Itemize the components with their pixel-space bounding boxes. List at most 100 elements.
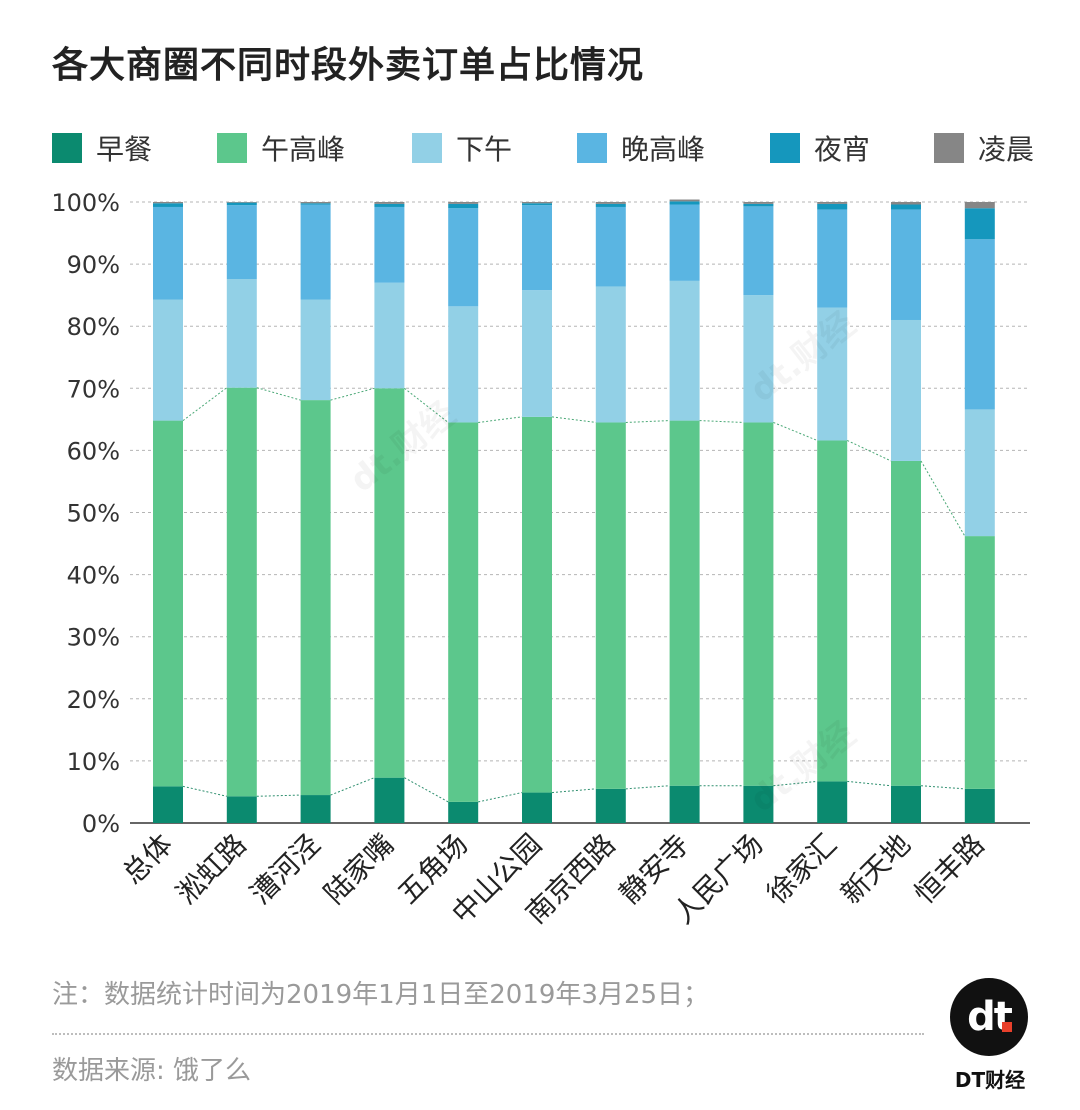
bar-segment (743, 206, 774, 296)
y-tick-label: 10% (67, 748, 120, 776)
lunch-trend-line (404, 387, 449, 423)
bar-segment (153, 203, 183, 207)
bar-segment (891, 460, 921, 786)
bar-segment (669, 199, 700, 202)
footer-divider (52, 1033, 924, 1035)
bar-segment (226, 205, 257, 280)
breakfast-trend-line (182, 785, 227, 797)
chart-legend: 早餐 午高峰 下午 晚高峰 夜宵 凌晨 (52, 128, 1052, 168)
bar-segment (448, 801, 479, 823)
bar-segment (891, 319, 921, 461)
bar-segment (300, 204, 331, 300)
bar-segment (226, 279, 257, 388)
breakfast-trend-line (330, 777, 375, 796)
bar-segment (300, 299, 331, 401)
lunch-trend-line (920, 460, 966, 537)
legend-swatch-early-morning (934, 133, 964, 163)
logo-red-dot (1002, 1022, 1012, 1032)
lunch-trend-line (256, 387, 301, 401)
y-tick-label: 70% (67, 375, 120, 403)
bar-segment (669, 204, 700, 281)
bar-segment (669, 785, 700, 823)
bar-segment (374, 388, 405, 778)
bar-segment (153, 206, 183, 300)
bar-segment (300, 795, 331, 823)
y-tick-label: 60% (67, 437, 120, 465)
legend-swatch-afternoon (412, 133, 442, 163)
bar-segment (743, 785, 774, 823)
bar-segment (522, 205, 552, 291)
bar-segment (374, 206, 405, 283)
bar-segment (743, 203, 774, 207)
bar-segment (595, 206, 626, 287)
bar-segment (595, 788, 626, 823)
bar-segment (153, 299, 183, 421)
trend-layer (182, 387, 966, 803)
legend-label-late-night: 夜宵 (814, 133, 871, 166)
bar-segment (153, 786, 183, 823)
bar-segment (522, 202, 552, 204)
bar-segment (226, 202, 257, 203)
bar-segment (964, 409, 995, 537)
bar-segment (964, 202, 995, 209)
footnote: 注：数据统计时间为2019年1月1日至2019年3月25日； (52, 980, 710, 1010)
breakfast-trend-line (847, 780, 892, 787)
bar-segment (448, 208, 479, 307)
lunch-trend-line (551, 416, 596, 423)
bar-segment (226, 796, 257, 823)
bar-segment (743, 422, 774, 786)
bar-segment (964, 239, 995, 410)
legend-swatch-late-night (770, 133, 800, 163)
data-source: 数据来源: 饿了么 (52, 1056, 252, 1086)
bar-segment (153, 420, 183, 787)
y-tick-label: 40% (67, 562, 120, 590)
breakfast-trend-line (551, 788, 596, 794)
y-tick-label: 80% (67, 313, 120, 341)
bar-segment (300, 202, 331, 204)
bar-segment (595, 286, 626, 423)
legend-swatch-lunch-peak (217, 133, 247, 163)
bar-segment (226, 202, 257, 206)
bar-segment (522, 203, 552, 206)
bar-segment (374, 777, 405, 823)
lunch-trend-line (478, 416, 523, 423)
bar-segment (374, 282, 405, 389)
y-tick-label: 30% (67, 624, 120, 652)
bar-segment (817, 203, 848, 210)
bar-segment (964, 208, 995, 240)
bar-segment (595, 202, 626, 204)
bar-segment (448, 203, 479, 209)
bar-segment (669, 201, 700, 205)
legend-label-afternoon: 下午 (456, 133, 513, 166)
legend-item-early-morning: 凌晨 (934, 128, 1034, 168)
bar-segment (817, 781, 848, 823)
lunch-trend-line (330, 387, 375, 401)
lunch-trend-line (625, 420, 670, 423)
legend-item-dinner-peak: 晚高峰 (577, 128, 705, 168)
stacked-bar-chart: 0% 10% 20% 30% 40% 50% 60% 70% 80% 90% 100% 总体淞虹路漕… (51, 189, 1030, 931)
x-tick-label: 漕河泾 (244, 828, 327, 911)
dt-logo-icon: dt (950, 978, 1028, 1056)
bar-segment (300, 203, 331, 205)
breakfast-trend-line (404, 777, 449, 803)
legend-label-early-morning: 凌晨 (978, 133, 1035, 166)
breakfast-trend-line (478, 792, 523, 803)
lunch-trend-line (846, 440, 892, 462)
bar-segment (522, 792, 552, 823)
bar-segment (448, 202, 479, 204)
breakfast-trend-line (920, 785, 965, 790)
y-tick-label: 50% (67, 500, 120, 528)
breakfast-trend-line (256, 794, 301, 797)
grid-layer (130, 201, 1030, 824)
legend-item-breakfast: 早餐 (52, 128, 152, 168)
bar-segment (817, 307, 848, 441)
legend-label-lunch-peak: 午高峰 (261, 133, 346, 166)
bar-segment (374, 202, 405, 204)
bar-segment (891, 785, 921, 823)
x-tick-label: 恒丰路 (908, 828, 991, 911)
brand-name: DT财经 (954, 1068, 1026, 1092)
bars-layer (153, 199, 995, 823)
bar-segment (374, 203, 405, 207)
legend-swatch-dinner-peak (577, 133, 607, 163)
